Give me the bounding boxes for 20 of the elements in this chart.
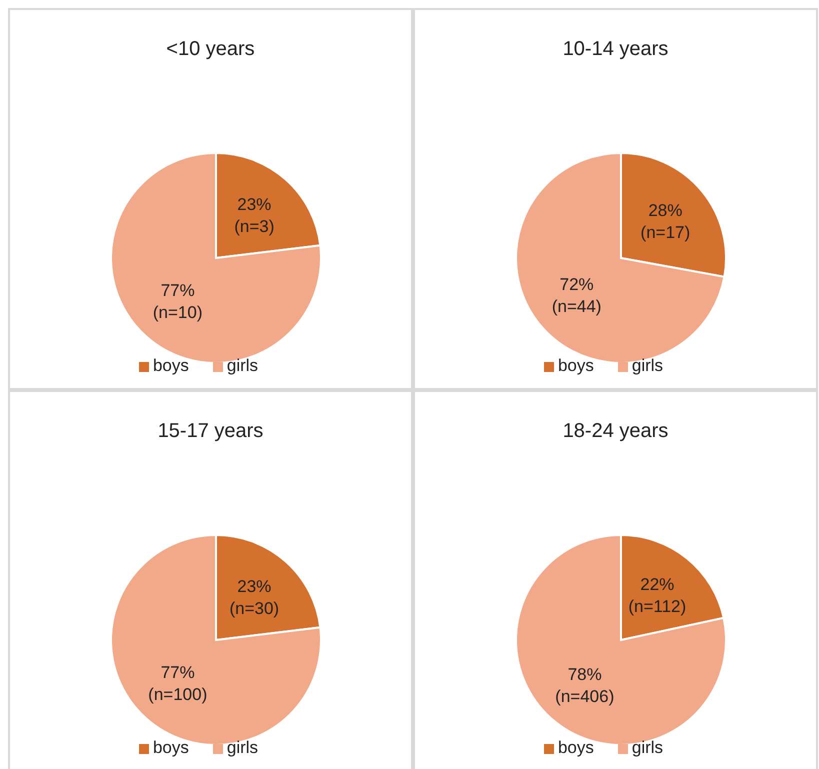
data-label: 72% (n=44) xyxy=(552,274,602,316)
legend-label: boys xyxy=(558,738,594,757)
data-label: 28% (n=17) xyxy=(640,200,690,242)
chart-title: 10-14 years xyxy=(562,38,670,61)
legend-label: boys xyxy=(152,738,189,757)
legend-label: girls xyxy=(632,356,664,375)
data-label: 23% (n=3) xyxy=(234,194,274,236)
data-label: 78% (n=406) xyxy=(555,664,614,706)
data-label: 77% (n=10) xyxy=(152,280,203,322)
legend-label: girls xyxy=(632,738,664,757)
legend-label: girls xyxy=(226,356,258,375)
legend-label: girls xyxy=(226,738,258,757)
data-label: 22% (n=112) xyxy=(628,574,686,616)
chart-title: 15-17 years xyxy=(156,420,264,443)
chart-title: <10 years xyxy=(165,38,256,61)
data-label: 23% (n=30) xyxy=(229,576,280,618)
data-label: 77% (n=100) xyxy=(148,662,208,704)
legend-label: boys xyxy=(558,356,594,375)
chart-title: 18-24 years xyxy=(562,420,670,443)
legend-label: boys xyxy=(152,356,189,375)
